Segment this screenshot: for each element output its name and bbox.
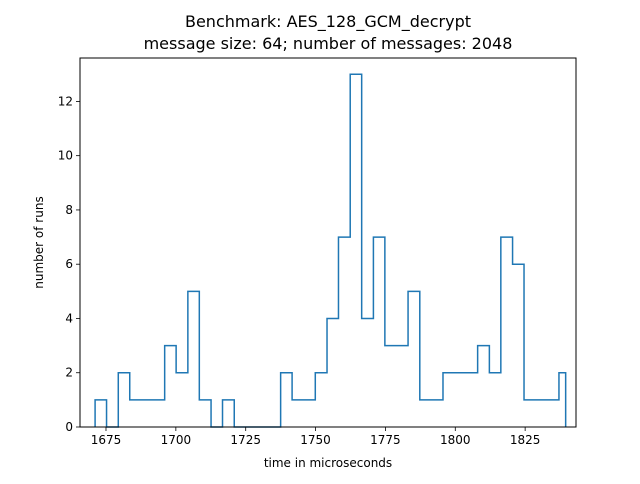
histogram-step-line — [94, 73, 567, 428]
y-tick-label: 0 — [65, 420, 73, 434]
x-axis-ticks: 1675 1700 1725 1750 1775 1800 1825 — [91, 427, 541, 447]
x-tick-label: 1675 — [91, 433, 122, 447]
y-tick-label: 8 — [65, 203, 73, 217]
y-tick-label: 12 — [58, 94, 73, 108]
x-tick-label: 1825 — [510, 433, 541, 447]
x-tick-label: 1725 — [230, 433, 261, 447]
y-axis-ticks: 0 2 4 6 8 10 12 — [58, 94, 80, 434]
y-tick-label: 2 — [65, 366, 73, 380]
y-axis-label: number of runs — [32, 196, 46, 288]
x-tick-label: 1775 — [370, 433, 401, 447]
x-tick-label: 1750 — [300, 433, 331, 447]
x-axis-label: time in microseconds — [264, 456, 392, 470]
y-tick-label: 10 — [58, 149, 73, 163]
x-tick-label: 1700 — [161, 433, 192, 447]
chart-subtitle: message size: 64; number of messages: 20… — [144, 34, 513, 53]
y-tick-label: 6 — [65, 257, 73, 271]
plot-frame — [79, 57, 577, 428]
chart-title: Benchmark: AES_128_GCM_decrypt — [185, 12, 471, 32]
x-tick-label: 1800 — [440, 433, 471, 447]
histogram-bars — [94, 73, 567, 428]
y-tick-label: 4 — [65, 311, 73, 325]
